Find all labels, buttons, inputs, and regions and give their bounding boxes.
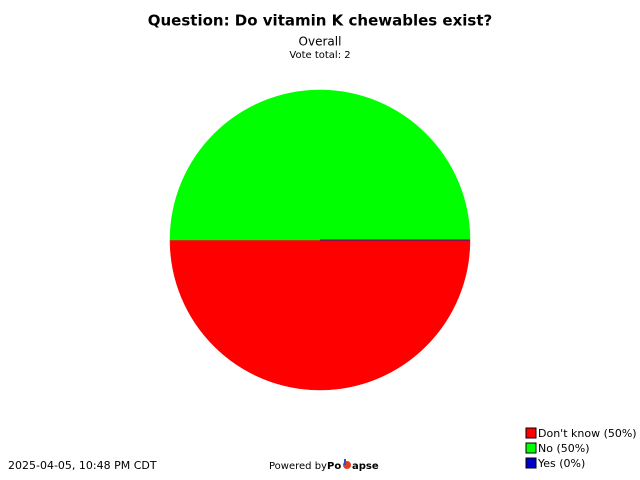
brand-icon xyxy=(343,459,351,469)
pie-slice xyxy=(169,89,471,241)
legend-label: No (50%) xyxy=(538,442,590,455)
vote-total: Vote total: 2 xyxy=(289,50,350,61)
legend-label: Yes (0%) xyxy=(537,457,585,470)
legend-swatch xyxy=(525,457,537,469)
brand-end: apse xyxy=(352,461,379,472)
powered-by: Powered by xyxy=(269,461,327,472)
legend-label: Don't know (50%) xyxy=(538,427,637,440)
legend-swatch xyxy=(525,427,537,439)
legend-swatch xyxy=(525,442,537,454)
chart-subtitle: Overall xyxy=(299,35,342,49)
brand-icon-bar xyxy=(344,459,346,465)
pie-slice xyxy=(169,239,471,391)
chart-title: Question: Do vitamin K chewables exist? xyxy=(148,12,492,30)
brand-start: Po xyxy=(327,461,341,472)
timestamp: 2025-04-05, 10:48 PM CDT xyxy=(8,459,157,472)
